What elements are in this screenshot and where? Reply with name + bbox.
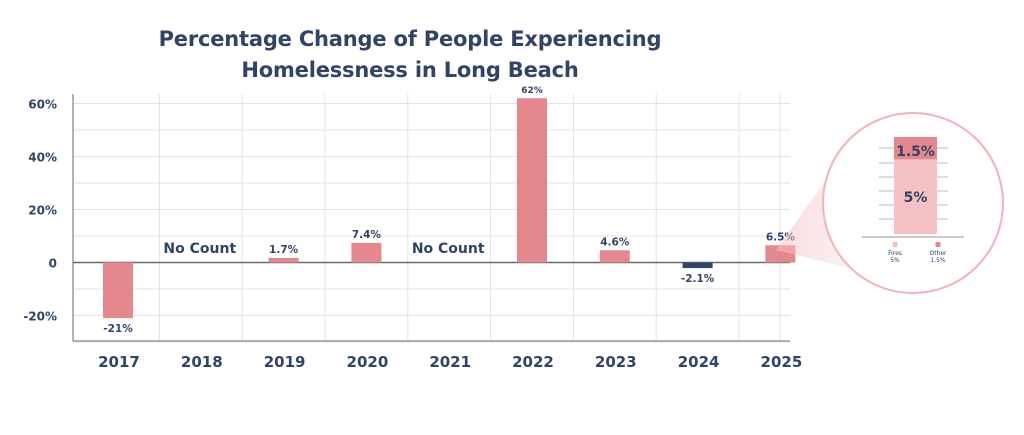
x-tick-label: 2021 <box>429 353 471 371</box>
no-count-label: No Count <box>163 241 236 257</box>
bar-2023 <box>599 250 630 263</box>
inset-segment-label: 5% <box>904 190 928 206</box>
grid-lines <box>73 94 790 343</box>
x-tick-label: 2017 <box>98 353 140 371</box>
data-label-2020: 7.4% <box>352 229 382 241</box>
legend-swatch-fires <box>892 242 898 247</box>
x-tick-label: 2019 <box>264 353 306 371</box>
x-tick-label: 2023 <box>595 353 637 371</box>
inset-segment-other <box>894 137 937 160</box>
bar-2019 <box>268 257 299 263</box>
legend-value: 1.5% <box>930 257 946 264</box>
bar-2024 <box>682 262 713 269</box>
x-tick-label: 2018 <box>181 353 223 371</box>
y-tick-label: 40% <box>28 151 57 165</box>
data-label-2019: 1.7% <box>269 244 299 256</box>
y-tick-label: 0 <box>49 257 57 271</box>
bar-2017 <box>103 262 133 319</box>
x-tick-label: 2024 <box>678 353 720 371</box>
data-label-2022: 62% <box>521 86 543 96</box>
chart-title: Percentage Change of People Experiencing… <box>110 24 710 86</box>
data-label-2023: 4.6% <box>600 236 630 248</box>
legend-swatch-other <box>935 242 941 247</box>
x-tick-label: 2025 <box>761 353 803 371</box>
chart-title-line-2: Homelessness in Long Beach <box>241 58 579 82</box>
data-label-2017: -21% <box>103 323 133 335</box>
y-tick-label: 20% <box>28 204 57 218</box>
bars <box>103 98 796 319</box>
legend-value: 5% <box>890 257 900 264</box>
chart-title-line-1: Percentage Change of People Experiencing <box>158 27 662 51</box>
legend-name: Fires <box>888 250 902 257</box>
bar-2020 <box>351 242 382 263</box>
bar-2022 <box>517 98 547 263</box>
y-tick-label: 60% <box>28 98 57 112</box>
inset-segment-fires <box>894 159 937 234</box>
data-label-2024: -2.1% <box>681 273 715 285</box>
no-count-label: No Count <box>412 241 485 257</box>
x-tick-label: 2020 <box>347 353 389 371</box>
x-tick-label: 2022 <box>512 353 554 371</box>
axes: 60% 40% 20% 0 -20% 2017 2018 2019 2020 2021 2022 20… <box>23 94 802 371</box>
y-tick-label: -20% <box>23 310 57 324</box>
inset-segment-label: 1.5% <box>896 144 935 160</box>
data-labels: -21% No Count 1.7% 7.4% No Count 62% 4.6% -2.1%… <box>103 86 795 335</box>
legend-name: Other <box>929 250 947 257</box>
